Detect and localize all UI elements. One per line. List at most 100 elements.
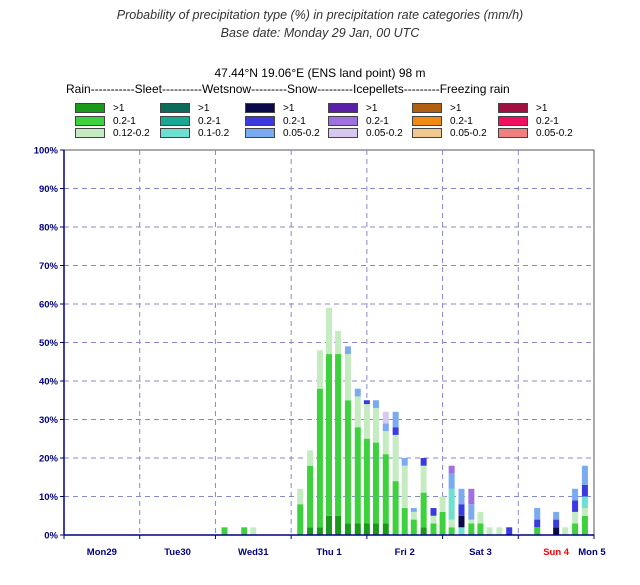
legend-swatch	[245, 116, 275, 126]
bar-segment	[430, 515, 437, 524]
bar-segment	[392, 411, 399, 428]
bar-segment	[572, 511, 579, 524]
bar-segment	[344, 354, 351, 401]
bar-segment	[477, 523, 484, 535]
legend-label: >1	[366, 103, 378, 114]
bar-segment	[553, 511, 560, 520]
bar-segment	[372, 400, 379, 408]
legend-label: >1	[450, 103, 462, 114]
bar-segment	[382, 454, 389, 524]
bar-segment	[420, 492, 427, 528]
bar-segment	[534, 527, 541, 535]
bar-segment	[430, 523, 437, 535]
legend-swatch	[75, 128, 105, 138]
legend-swatch	[498, 116, 528, 126]
bar-segment	[307, 527, 314, 535]
bar-segment	[354, 396, 361, 428]
legend-label: >1	[536, 103, 548, 114]
legend-label: 0.2-1	[283, 116, 306, 127]
legend-label: 0.2-1	[450, 116, 473, 127]
legend-label: 0.2-1	[366, 116, 389, 127]
bar-segment	[335, 354, 342, 516]
bar-segment	[392, 481, 399, 535]
bar-segment	[468, 488, 475, 505]
x-tick-label: Mon29	[87, 547, 117, 558]
legend-swatch	[498, 103, 528, 113]
legend-swatch	[160, 128, 190, 138]
precip-type-categories: Rain-----------Sleet----------Wetsnow---…	[66, 82, 510, 96]
legend-swatch	[412, 128, 442, 138]
legend-label: 0.05-0.2	[283, 128, 320, 139]
legend-label: 0.2-1	[113, 116, 136, 127]
bar-segment	[458, 515, 465, 528]
bar-segment	[401, 508, 408, 535]
bar-segment	[410, 519, 417, 535]
bar-segment	[458, 488, 465, 505]
legend-swatch	[245, 103, 275, 113]
legend-label: 0.1-0.2	[198, 128, 230, 139]
bar-segment	[316, 388, 323, 528]
legend-label: >1	[198, 103, 210, 114]
bar-segment	[382, 431, 389, 455]
x-tick-label: Tue30	[164, 547, 191, 558]
y-tick-label: 30%	[39, 415, 59, 426]
bar-segment	[326, 515, 332, 535]
bar-segment	[562, 527, 569, 535]
y-tick-label: 40%	[39, 377, 59, 388]
x-tick-label: Mon 5	[578, 547, 606, 558]
legend-label: 0.12-0.2	[113, 128, 150, 139]
y-tick-label: 100%	[34, 146, 59, 157]
bar-segment	[344, 346, 351, 355]
y-tick-label: 60%	[39, 300, 59, 311]
bar-segment	[363, 523, 370, 535]
bar-segment	[297, 504, 304, 535]
legend-swatch	[160, 103, 190, 113]
bar-segment	[382, 411, 389, 424]
y-tick-label: 70%	[39, 261, 59, 272]
x-tick-label: Sun 4	[543, 547, 570, 558]
location-label: 47.44°N 19.06°E (ENS land point) 98 m	[214, 66, 426, 80]
legend-label: >1	[283, 103, 295, 114]
bar-segment	[448, 488, 455, 520]
bar-segment	[506, 527, 513, 535]
bar-segment	[401, 465, 408, 509]
legend-swatch	[328, 103, 358, 113]
bar-segment	[581, 496, 588, 509]
chart-subtitle: Base date: Monday 29 Jan, 00 UTC	[220, 26, 420, 40]
bar-segment	[316, 350, 323, 389]
bar-segment	[468, 523, 475, 535]
bar-segment	[448, 527, 455, 535]
legend-label: 0.05-0.2	[366, 128, 403, 139]
bar-segment	[572, 488, 579, 501]
bar-segment	[316, 527, 323, 535]
bar-segment	[581, 515, 588, 535]
bar-segment	[430, 508, 437, 516]
x-tick-label: Thu 1	[316, 547, 342, 558]
bar-segment	[439, 511, 446, 535]
bar-segment	[372, 407, 379, 443]
y-tick-label: 80%	[39, 223, 59, 234]
bar-segment	[326, 307, 332, 355]
bar-segment	[581, 465, 588, 485]
bar-segment	[372, 523, 379, 535]
bar-segment	[439, 496, 446, 512]
bar-segment	[581, 484, 588, 497]
chart-title: Probability of precipitation type (%) in…	[116, 8, 524, 22]
bar-segment	[344, 400, 351, 524]
bar-segment	[448, 473, 455, 489]
legend-label: >1	[113, 103, 125, 114]
x-tick-label: Wed31	[238, 547, 269, 558]
legend-swatch	[328, 116, 358, 126]
bar-segment	[221, 527, 228, 535]
bar-segment	[250, 527, 257, 535]
legend-swatch	[498, 128, 528, 138]
bar-segment	[297, 488, 304, 505]
bar-segment	[534, 519, 541, 528]
legend-swatch	[328, 128, 358, 138]
legend-swatch	[412, 103, 442, 113]
legend-swatch	[245, 128, 275, 138]
bar-segment	[344, 523, 351, 535]
bar-segment	[382, 523, 389, 535]
bar-segment	[335, 330, 342, 355]
legend-label: 0.05-0.2	[450, 128, 487, 139]
